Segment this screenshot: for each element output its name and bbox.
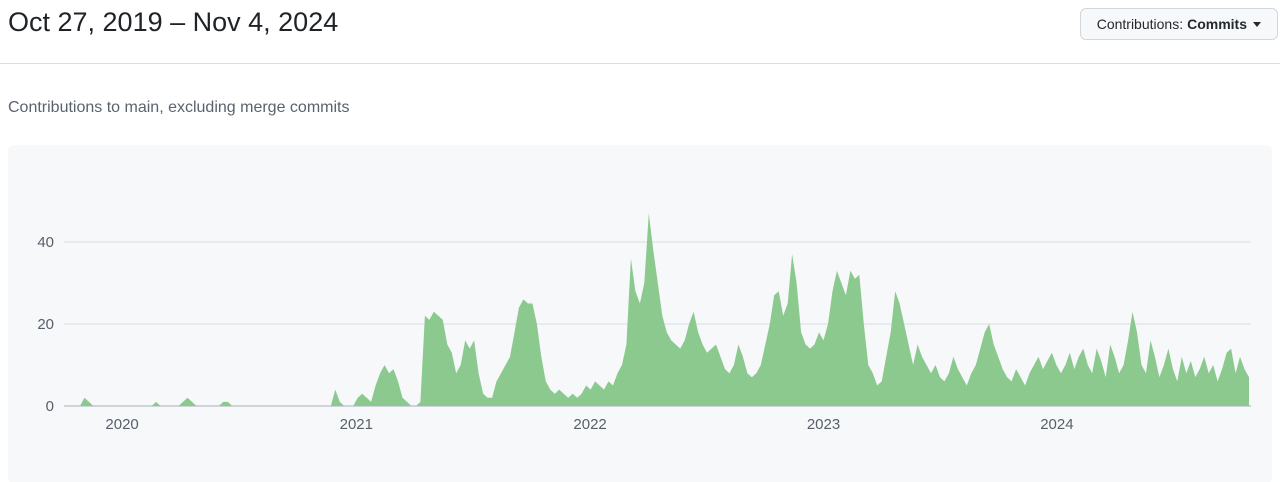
contributions-dropdown-label: Contributions: <box>1096 16 1184 32</box>
svg-text:2022: 2022 <box>573 416 606 433</box>
commit-activity-area-chart: 0 20 40 2020 2021 2022 2023 2024 <box>37 213 1251 433</box>
svg-text:2023: 2023 <box>807 416 840 433</box>
commit-activity-chart: 0 20 40 2020 2021 2022 2023 2024 <box>8 145 1272 482</box>
contributions-dropdown-value: Commits <box>1187 16 1247 32</box>
header-divider <box>0 63 1280 64</box>
header: Oct 27, 2019 – Nov 4, 2024 Contributions… <box>0 0 1280 40</box>
svg-text:2021: 2021 <box>340 416 373 433</box>
svg-text:2020: 2020 <box>105 416 138 433</box>
svg-text:20: 20 <box>37 316 54 333</box>
svg-text:40: 40 <box>37 234 54 251</box>
svg-text:2024: 2024 <box>1040 416 1073 433</box>
contributions-dropdown-button[interactable]: Contributions: Commits <box>1079 8 1278 40</box>
chart-subtitle: Contributions to main, excluding merge c… <box>8 99 350 116</box>
date-range-title: Oct 27, 2019 – Nov 4, 2024 <box>8 7 339 37</box>
svg-text:0: 0 <box>46 398 54 415</box>
caret-down-icon <box>1253 21 1261 27</box>
